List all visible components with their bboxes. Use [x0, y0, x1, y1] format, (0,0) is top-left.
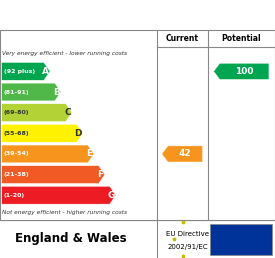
- Polygon shape: [2, 62, 50, 80]
- Text: Very energy efficient - lower running costs: Very energy efficient - lower running co…: [2, 51, 127, 57]
- Polygon shape: [2, 166, 105, 183]
- Text: (1-20): (1-20): [4, 193, 25, 198]
- Polygon shape: [162, 146, 202, 162]
- Text: Current: Current: [166, 34, 199, 43]
- Text: 42: 42: [179, 149, 191, 158]
- Text: A: A: [42, 67, 49, 76]
- Text: C: C: [64, 108, 71, 117]
- Text: (21-38): (21-38): [4, 172, 29, 177]
- Polygon shape: [2, 104, 72, 122]
- Text: D: D: [74, 129, 82, 138]
- Text: 2002/91/EC: 2002/91/EC: [167, 244, 208, 249]
- Bar: [210, 224, 272, 255]
- Text: (92 plus): (92 plus): [4, 69, 35, 74]
- Text: Potential: Potential: [221, 34, 261, 43]
- Text: (81-91): (81-91): [4, 90, 29, 94]
- Text: E: E: [87, 149, 93, 158]
- Text: England & Wales: England & Wales: [15, 232, 126, 245]
- Text: (55-68): (55-68): [4, 131, 29, 136]
- Polygon shape: [2, 124, 83, 142]
- Text: (39-54): (39-54): [4, 151, 29, 156]
- Polygon shape: [2, 186, 116, 204]
- Text: G: G: [107, 191, 115, 200]
- Text: Energy Efficiency Rating: Energy Efficiency Rating: [42, 8, 233, 22]
- Polygon shape: [2, 145, 94, 163]
- Text: F: F: [98, 170, 104, 179]
- Text: EU Directive: EU Directive: [166, 231, 209, 237]
- Text: (69-80): (69-80): [4, 110, 29, 115]
- Text: B: B: [53, 87, 60, 96]
- Text: Not energy efficient - higher running costs: Not energy efficient - higher running co…: [2, 210, 127, 215]
- Polygon shape: [2, 83, 61, 101]
- Text: 100: 100: [235, 67, 253, 76]
- Polygon shape: [214, 63, 269, 79]
